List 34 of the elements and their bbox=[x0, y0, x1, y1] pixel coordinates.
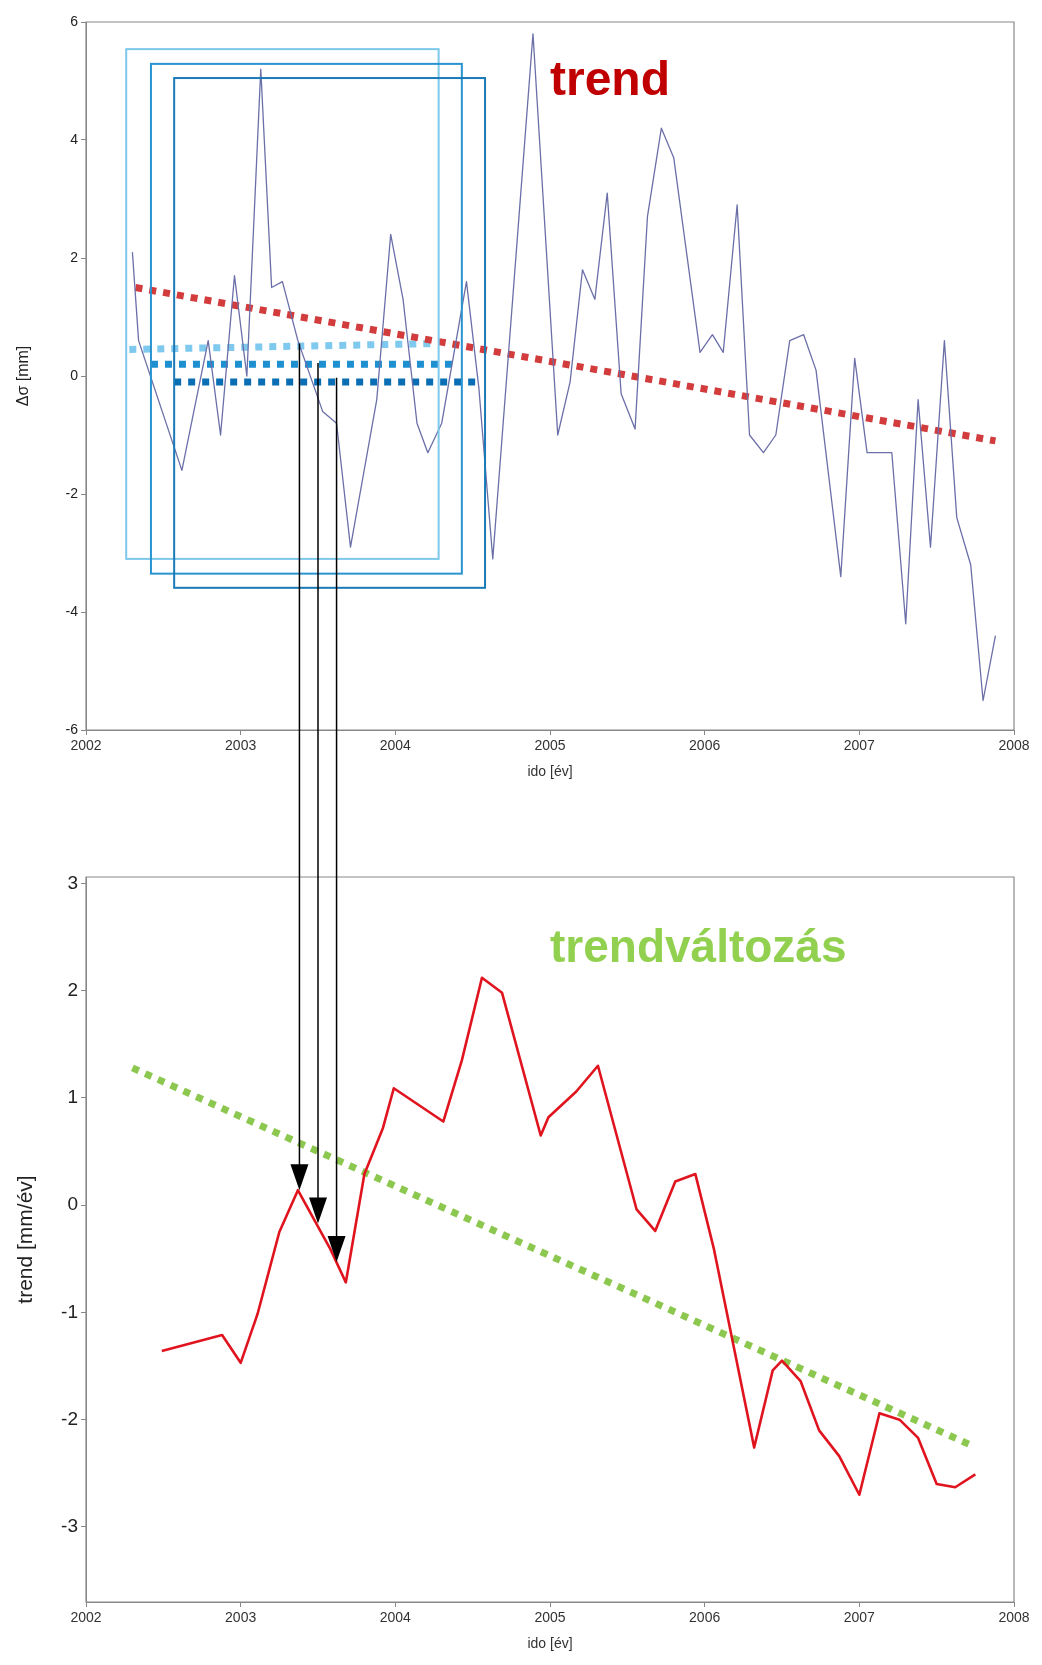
x-axis-title: ido [év] bbox=[527, 1635, 573, 1652]
x-tick-label: 2006 bbox=[689, 1609, 721, 1626]
annotation: trendváltozás bbox=[550, 920, 847, 973]
y-tick-label: 2 bbox=[67, 978, 78, 1000]
y-tick-label: 2 bbox=[70, 248, 79, 265]
y-tick-label: 1 bbox=[67, 1086, 78, 1108]
y-tick-label: 6 bbox=[70, 12, 79, 29]
x-axis-title: ido [év] bbox=[527, 763, 573, 780]
y-axis-title: trend [mm/év] bbox=[13, 1175, 37, 1304]
x-tick-label: 2005 bbox=[534, 737, 566, 754]
x-tick-label: 2002 bbox=[70, 1609, 102, 1626]
x-tick-label: 2005 bbox=[534, 1609, 566, 1626]
x-tick-label: 2004 bbox=[379, 1609, 412, 1626]
y-tick-label: 3 bbox=[67, 871, 78, 893]
x-tick-label: 2003 bbox=[225, 737, 257, 754]
x-tick-label: 2008 bbox=[998, 737, 1030, 754]
y-tick-label: 4 bbox=[70, 130, 79, 147]
annotation: trend bbox=[550, 52, 670, 106]
y-tick-label: 0 bbox=[67, 1193, 78, 1215]
y-tick-label: -2 bbox=[61, 1407, 78, 1429]
x-tick-label: 2008 bbox=[998, 1609, 1030, 1626]
y-tick-label: -3 bbox=[61, 1515, 78, 1537]
x-tick-label: 2007 bbox=[843, 1609, 876, 1626]
x-tick-label: 2002 bbox=[70, 737, 102, 754]
x-tick-label: 2004 bbox=[379, 737, 412, 754]
x-tick-label: 2007 bbox=[843, 737, 876, 754]
y-tick-label: -6 bbox=[65, 720, 79, 737]
x-tick-label: 2006 bbox=[689, 737, 721, 754]
x-tick-label: 2003 bbox=[225, 1609, 257, 1626]
y-tick-label: -2 bbox=[65, 484, 79, 501]
y-tick-label: -4 bbox=[65, 602, 79, 619]
y-tick-label: 0 bbox=[70, 366, 79, 383]
y-axis-title: Δσ [mm] bbox=[14, 345, 32, 407]
y-tick-label: -1 bbox=[61, 1300, 78, 1322]
